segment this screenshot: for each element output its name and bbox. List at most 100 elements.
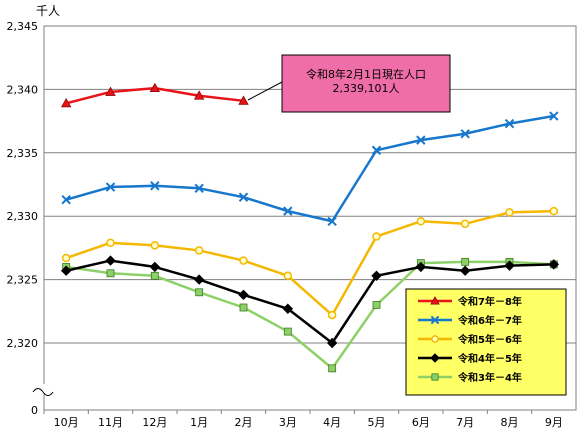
data-point (105, 86, 116, 96)
x-tick-label: 1月 (190, 416, 208, 429)
y-tick-label: 2,345 (7, 20, 39, 33)
annotation-population-text: 2,339,101人 (333, 82, 400, 95)
y-tick-label: 2,335 (7, 147, 39, 160)
y-tick-label: 0 (31, 404, 38, 417)
axis-break-mark (32, 384, 56, 396)
x-tick-label: 5月 (368, 416, 386, 429)
data-point (61, 195, 71, 205)
data-point (60, 98, 72, 108)
legend-marker (430, 315, 440, 325)
data-point (461, 257, 470, 266)
annotation-box (281, 54, 451, 113)
data-point (283, 327, 292, 336)
legend-label: 令和5年－6年 (457, 333, 522, 346)
data-point (238, 289, 249, 301)
x-tick-label: 11月 (98, 416, 123, 429)
data-point (238, 192, 249, 202)
data-point (150, 181, 160, 191)
data-point (504, 260, 515, 271)
data-point (194, 183, 204, 194)
data-point (150, 241, 160, 250)
x-tick-label: 6月 (412, 416, 430, 429)
data-point (193, 90, 205, 100)
data-point (505, 208, 514, 217)
legend-marker (430, 296, 440, 305)
x-tick-label: 2月 (235, 416, 253, 429)
data-point (504, 118, 515, 129)
axis-break-gap (32, 384, 56, 394)
data-point (193, 274, 205, 285)
data-point (149, 82, 161, 93)
legend-marker (431, 335, 439, 343)
data-point (238, 95, 249, 105)
data-point (149, 261, 161, 273)
data-point (415, 261, 427, 273)
data-point (327, 216, 337, 226)
data-point (372, 232, 381, 241)
population-annotation: 令和8年2月1日現在人口 2,339,101人 (247, 54, 451, 113)
data-point (283, 206, 293, 216)
data-point (282, 303, 294, 314)
data-point (459, 265, 471, 276)
series-line (65, 209, 554, 317)
series-line (65, 114, 555, 223)
series-group (61, 111, 559, 226)
x-tick-label: 10月 (54, 416, 79, 429)
data-point (460, 129, 470, 139)
data-point (460, 219, 470, 229)
series-group (60, 255, 560, 349)
y-tick-label: 2,340 (7, 83, 39, 96)
unit-label: 千人 (36, 4, 60, 18)
x-tick-label: 4月 (323, 416, 341, 429)
series-layer (60, 82, 560, 373)
legend-label: 令和7年－8年 (457, 295, 522, 308)
data-point (105, 182, 116, 192)
legend-label: 令和6年－7年 (457, 314, 522, 327)
data-point (327, 310, 337, 320)
y-tick-label: 2,325 (7, 274, 39, 287)
x-tick-label: 7月 (456, 416, 474, 429)
legend-label: 令和3年－4年 (457, 371, 522, 384)
x-tick-label: 8月 (501, 416, 519, 429)
legend-marker (431, 373, 439, 381)
series-group (60, 82, 249, 108)
data-point (371, 145, 382, 155)
data-point (105, 255, 116, 266)
data-point (549, 111, 559, 121)
x-axis-tick-labels: 10月 11月 12月 1月 2月 3月 4月 5月 6月 7月 8月 9月 (43, 410, 563, 429)
annotation-leader-line (247, 81, 283, 101)
annotation-date-text: 令和8年2月1日現在人口 (306, 67, 426, 81)
data-point (326, 337, 338, 349)
series-group (61, 206, 559, 320)
data-point (239, 303, 248, 312)
legend-marker (430, 353, 440, 363)
data-point (239, 256, 248, 265)
data-point (372, 301, 381, 309)
y-tick-label: 2,330 (7, 210, 39, 223)
data-point (548, 259, 560, 270)
axis-break-squiggle (32, 388, 54, 396)
data-point (371, 270, 382, 282)
x-tick-label: 3月 (279, 416, 297, 429)
data-point (60, 265, 72, 276)
legend-label: 令和4年－5年 (457, 352, 522, 365)
data-point (416, 217, 426, 226)
x-tick-label: 12月 (142, 416, 167, 429)
x-tick-label: 9月 (545, 416, 563, 429)
data-point (61, 253, 71, 263)
data-point (150, 271, 159, 280)
data-point (549, 206, 559, 216)
data-point (416, 135, 426, 145)
data-point (106, 269, 115, 278)
data-point (195, 288, 204, 297)
data-point (328, 364, 337, 373)
series-line (65, 259, 554, 345)
data-point (283, 271, 293, 281)
data-point (106, 238, 115, 248)
y-tick-label: 2,320 (7, 337, 39, 350)
data-point (194, 246, 204, 255)
series-line (65, 260, 554, 370)
y-axis-tick-labels: 2,345 2,340 2,335 2,330 2,325 2,320 0 (7, 20, 39, 417)
